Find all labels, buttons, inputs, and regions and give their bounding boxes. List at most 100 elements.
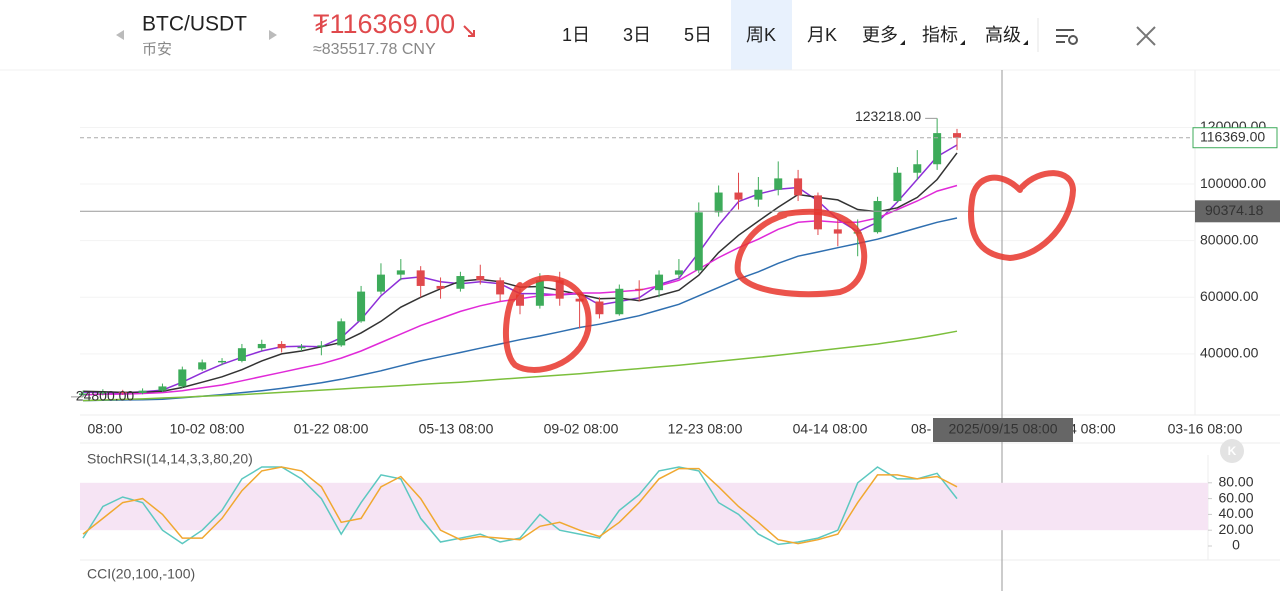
candle-body xyxy=(237,348,246,361)
candle-body xyxy=(913,164,922,173)
candle-body xyxy=(257,343,266,349)
x-tick-label: 12-23 08:00 xyxy=(668,421,743,437)
crosshair-tag xyxy=(1195,200,1280,223)
stoch-tick-label: 0 xyxy=(1232,537,1240,553)
stoch-tick-label: 80.00 xyxy=(1218,474,1253,490)
x-tick-label: 04-14 08:00 xyxy=(793,421,868,437)
x-tick-label: 4 08:00 xyxy=(1069,421,1116,437)
candle-body xyxy=(396,270,405,275)
x-tick-label: 03-16 08:00 xyxy=(1168,421,1243,437)
pair: BTC/USDT xyxy=(142,13,247,36)
hand-drawing xyxy=(502,170,1077,373)
stoch-line xyxy=(82,466,958,545)
tab-caret xyxy=(960,40,965,45)
candle-body xyxy=(376,274,385,292)
price-cny: ≈835517.78 CNY xyxy=(313,41,436,58)
ma-line xyxy=(82,144,958,394)
candle-body xyxy=(317,345,326,347)
tabs: 1日 3日 5日 周K 月K 更多 指标 高级 xyxy=(562,0,1028,70)
stoch-title: StochRSI(14,14,3,3,80,20) xyxy=(87,451,253,467)
prev-arrow[interactable] xyxy=(116,30,124,40)
candle-body xyxy=(595,301,604,315)
exchange: 币安 xyxy=(142,41,172,58)
candle-body xyxy=(635,288,644,291)
candle-body xyxy=(873,201,882,233)
k-icon: K xyxy=(1228,444,1237,458)
candle-body xyxy=(178,369,187,387)
crosshair-time: 2025/09/15 08:00 xyxy=(949,421,1058,437)
candle-body xyxy=(198,362,207,370)
candle-body xyxy=(575,298,584,302)
candle-body xyxy=(555,280,564,299)
candle-body xyxy=(794,178,803,196)
candle-body xyxy=(476,276,485,281)
next-arrow[interactable] xyxy=(269,30,277,40)
candle-body xyxy=(297,346,306,349)
candle-body xyxy=(833,229,842,234)
candle-body xyxy=(118,392,127,394)
k-button[interactable] xyxy=(1220,439,1244,463)
candle-body xyxy=(674,270,683,275)
last-price-label: 116369.00 xyxy=(1200,128,1265,144)
stoch-tick-label: 40.00 xyxy=(1218,505,1253,521)
annotation: 24800.00 xyxy=(76,388,135,404)
candle-body xyxy=(277,343,286,349)
tab-caret xyxy=(900,40,905,45)
candle-body xyxy=(615,288,624,315)
down-arrow xyxy=(463,25,475,37)
candle-body xyxy=(456,276,465,289)
x-tick-label: 10-02 08:00 xyxy=(170,421,245,437)
tab[interactable]: 1日 xyxy=(562,25,590,45)
tab[interactable]: 更多 xyxy=(862,25,898,45)
crosshair-time-tag xyxy=(933,418,1073,442)
candle-body xyxy=(436,285,445,289)
plot: 120000.00100000.0080000.0060000.0040000.… xyxy=(71,70,1280,591)
candle-body xyxy=(714,192,723,213)
candle-body xyxy=(754,189,763,200)
candle-body xyxy=(933,133,942,165)
candle-body xyxy=(694,212,703,271)
candle-body xyxy=(535,280,544,306)
candle-body xyxy=(893,172,902,202)
tab[interactable]: 周K xyxy=(746,25,776,45)
candle-body xyxy=(138,390,147,393)
candle-body xyxy=(98,392,107,394)
settings-icon[interactable] xyxy=(1056,29,1078,45)
stoch-band xyxy=(80,482,1208,531)
x-tick-label: 08- xyxy=(911,421,932,437)
ma-line xyxy=(82,217,958,402)
y-tick-label: 60000.00 xyxy=(1200,288,1259,304)
tab[interactable]: 3日 xyxy=(623,25,651,45)
price: ₮116369.00 xyxy=(313,9,455,39)
candle-body xyxy=(158,386,167,391)
candle-body xyxy=(516,294,524,306)
candle-body xyxy=(496,280,505,295)
stoch-tick-label: 60.00 xyxy=(1218,489,1253,505)
y-tick-label: 100000.00 xyxy=(1200,175,1266,191)
tab[interactable]: 高级 xyxy=(985,25,1021,45)
last-price-tag xyxy=(1192,127,1278,149)
candle-body xyxy=(79,393,87,395)
annotation: 123218.00 xyxy=(855,108,921,124)
tab-caret xyxy=(1023,40,1028,45)
ma-line xyxy=(82,152,958,394)
tab[interactable]: 指标 xyxy=(922,25,958,45)
candle-body xyxy=(734,192,743,200)
stoch-tick-label: 20.00 xyxy=(1218,521,1253,537)
close-button[interactable] xyxy=(1136,26,1156,46)
candle-body xyxy=(655,274,664,291)
candle-body xyxy=(337,321,346,346)
y-tick-label: 40000.00 xyxy=(1200,345,1259,361)
candle-body xyxy=(774,178,783,190)
candle-body xyxy=(218,360,227,363)
y-tick-label: 80000.00 xyxy=(1200,231,1259,247)
cci-title: CCI(20,100,-100) xyxy=(87,566,195,582)
active-tab-bg xyxy=(731,0,792,70)
tab[interactable]: 月K xyxy=(807,25,837,45)
x-tick-label: 08:00 xyxy=(87,421,122,437)
ma-line xyxy=(82,330,958,402)
tab[interactable]: 5日 xyxy=(684,25,712,45)
crosshair-value: 90374.18 xyxy=(1205,202,1264,218)
